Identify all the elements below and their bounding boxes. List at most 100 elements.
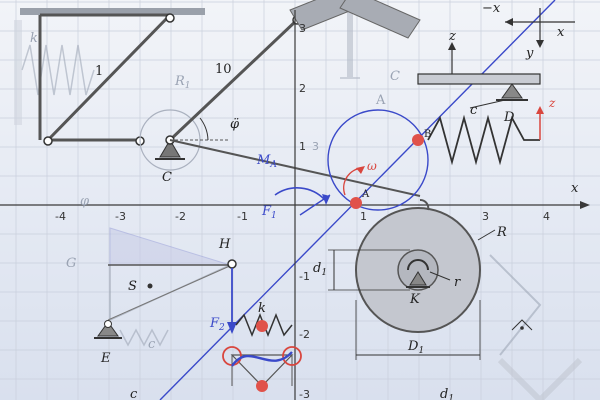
omega-arrow bbox=[356, 166, 365, 174]
label-c-leader bbox=[469, 99, 506, 109]
label-neg-x: −x bbox=[482, 1, 501, 16]
label-z-top: z bbox=[448, 29, 456, 44]
spring-k-dot bbox=[256, 320, 268, 332]
hub-support-k bbox=[409, 271, 427, 286]
label-phi-ddot: φ̈ bbox=[230, 117, 240, 132]
faint-background bbox=[14, 0, 583, 400]
y-tick-label: 2 bbox=[299, 82, 306, 95]
label-link-10: 10 bbox=[215, 62, 232, 77]
frame-top-left bbox=[20, 8, 205, 146]
x-tick-label: 3 bbox=[482, 210, 489, 223]
bottom-red-dot bbox=[256, 380, 268, 392]
label-x-axis: x bbox=[571, 181, 579, 196]
label-small-r-leader bbox=[429, 271, 451, 281]
faint-spring-bottom bbox=[119, 328, 169, 347]
y-tick-label: -2 bbox=[299, 328, 310, 341]
label-dim-d1: d1 bbox=[313, 261, 327, 278]
label-point-a: A bbox=[361, 189, 370, 200]
bottom-v-frame bbox=[230, 354, 294, 387]
y-tick-label: -1 bbox=[299, 270, 310, 283]
x-tick-label: -3 bbox=[115, 210, 126, 223]
label-small-x: x bbox=[557, 25, 565, 40]
label-point-k: K bbox=[409, 292, 421, 307]
label-r1: R1 bbox=[174, 74, 191, 91]
phi-arc bbox=[199, 117, 209, 141]
label-omega: ω bbox=[367, 159, 377, 173]
y-tick-label: -3 bbox=[299, 388, 310, 400]
x-tick-labels: -4-3-2-11234 bbox=[55, 210, 550, 223]
y-tick-labels: 3 2 1 -1 -2 -3 bbox=[299, 22, 310, 400]
x-tick-label: 4 bbox=[543, 210, 550, 223]
label-moment: MA bbox=[256, 153, 277, 170]
link-10 bbox=[168, 18, 299, 142]
force-f2-head bbox=[227, 322, 237, 334]
faint-spring-left bbox=[21, 44, 95, 96]
label-radius-small-r: r bbox=[454, 275, 461, 290]
hub-circle bbox=[397, 249, 439, 291]
moment-arc bbox=[274, 187, 326, 201]
angle-mark bbox=[511, 319, 533, 331]
diagonal-link-1 bbox=[46, 13, 172, 142]
faint-wall bbox=[14, 20, 22, 125]
top-wall-hatch bbox=[20, 8, 205, 15]
z-axis-top-arrow bbox=[448, 42, 456, 50]
hinge-right-ring bbox=[282, 346, 302, 366]
joint-h bbox=[227, 259, 237, 269]
small-y-arrow bbox=[536, 40, 544, 48]
joint-e bbox=[104, 320, 112, 328]
support-d bbox=[501, 83, 523, 99]
label-g: G bbox=[66, 256, 76, 271]
angle-mark-lines bbox=[511, 319, 533, 331]
x-tick-label: -2 bbox=[175, 210, 186, 223]
label-point-e: E bbox=[100, 351, 111, 366]
faint-beam-bottom bbox=[497, 357, 583, 400]
plate-right bbox=[339, 0, 421, 39]
label-spring-k-mid: k bbox=[258, 301, 266, 316]
label-z-red: z bbox=[548, 96, 556, 110]
lower-left-assembly bbox=[94, 259, 302, 392]
label-spring-k-left: k bbox=[30, 31, 38, 46]
small-axes-top-right bbox=[505, 8, 575, 48]
beam-d-assembly bbox=[417, 42, 544, 166]
top-plate bbox=[289, 0, 421, 39]
joint-bottom-left bbox=[43, 136, 53, 146]
x-axis-arrow bbox=[580, 201, 590, 209]
moment-assembly bbox=[274, 109, 429, 216]
point-s-dot bbox=[147, 283, 153, 289]
rope-around-disk bbox=[419, 199, 430, 211]
label-point-s: S bbox=[128, 279, 137, 294]
point-b-dot bbox=[412, 134, 424, 146]
label-c-bottom: c bbox=[130, 387, 138, 400]
label-3-faint: 3 bbox=[312, 140, 319, 153]
label-r-leader bbox=[477, 229, 496, 241]
support-e bbox=[97, 321, 119, 337]
joint-top bbox=[165, 13, 175, 23]
y-tick-label: 1 bbox=[299, 140, 306, 153]
faint-v-support bbox=[489, 254, 542, 356]
beam-d bbox=[417, 73, 541, 85]
main-axes bbox=[0, 10, 590, 400]
label-link-1: 1 bbox=[95, 64, 103, 79]
label-dim-D1: D1 bbox=[407, 339, 424, 356]
disk-assembly bbox=[328, 199, 496, 360]
x-tick-label: -1 bbox=[237, 210, 248, 223]
force-f1-line bbox=[299, 194, 331, 216]
label-c-faint-2: C bbox=[390, 69, 400, 84]
pin-support-c bbox=[159, 139, 181, 158]
blue-circle bbox=[327, 109, 429, 211]
point-a-dot bbox=[350, 197, 362, 209]
label-spring-c: c bbox=[470, 103, 478, 118]
blue-curve bbox=[231, 351, 293, 367]
small-x-arrow bbox=[505, 18, 513, 26]
label-d-bottom: d1 bbox=[440, 387, 454, 400]
label-small-y: y bbox=[525, 46, 534, 61]
x-tick-label: 1 bbox=[360, 210, 367, 223]
label-force-f1: F1 bbox=[261, 204, 277, 221]
x-tick-label: -4 bbox=[55, 210, 66, 223]
label-c-faint: c bbox=[148, 337, 156, 352]
label-force-f2: F2 bbox=[209, 316, 225, 333]
z-axis-red-arrow bbox=[536, 106, 544, 114]
